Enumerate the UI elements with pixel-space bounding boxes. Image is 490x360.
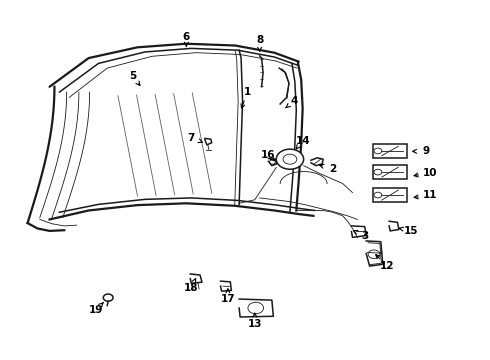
Circle shape bbox=[283, 154, 297, 164]
Text: 3: 3 bbox=[361, 231, 368, 240]
FancyBboxPatch shape bbox=[373, 188, 407, 202]
Text: 5: 5 bbox=[129, 71, 136, 81]
Text: 9: 9 bbox=[422, 146, 429, 156]
Text: 13: 13 bbox=[247, 319, 262, 329]
Circle shape bbox=[103, 294, 113, 301]
Text: 14: 14 bbox=[295, 136, 310, 145]
Text: 11: 11 bbox=[422, 190, 437, 201]
Text: 6: 6 bbox=[183, 32, 190, 41]
Circle shape bbox=[276, 149, 304, 169]
Text: 19: 19 bbox=[89, 305, 103, 315]
Circle shape bbox=[374, 148, 382, 154]
Text: 12: 12 bbox=[379, 261, 394, 271]
Text: 15: 15 bbox=[404, 226, 418, 236]
FancyBboxPatch shape bbox=[373, 144, 407, 158]
Text: 8: 8 bbox=[256, 35, 263, 45]
Text: 17: 17 bbox=[220, 294, 235, 305]
Circle shape bbox=[374, 192, 382, 198]
FancyBboxPatch shape bbox=[373, 165, 407, 179]
Circle shape bbox=[270, 160, 275, 164]
Circle shape bbox=[248, 302, 264, 314]
Text: 18: 18 bbox=[184, 283, 198, 293]
Text: 2: 2 bbox=[329, 164, 337, 174]
Text: 16: 16 bbox=[261, 150, 276, 160]
Text: 1: 1 bbox=[244, 87, 251, 97]
Circle shape bbox=[368, 250, 380, 258]
Text: 10: 10 bbox=[422, 168, 437, 178]
Text: 7: 7 bbox=[188, 133, 195, 143]
Text: 4: 4 bbox=[290, 96, 297, 106]
Circle shape bbox=[374, 169, 382, 175]
